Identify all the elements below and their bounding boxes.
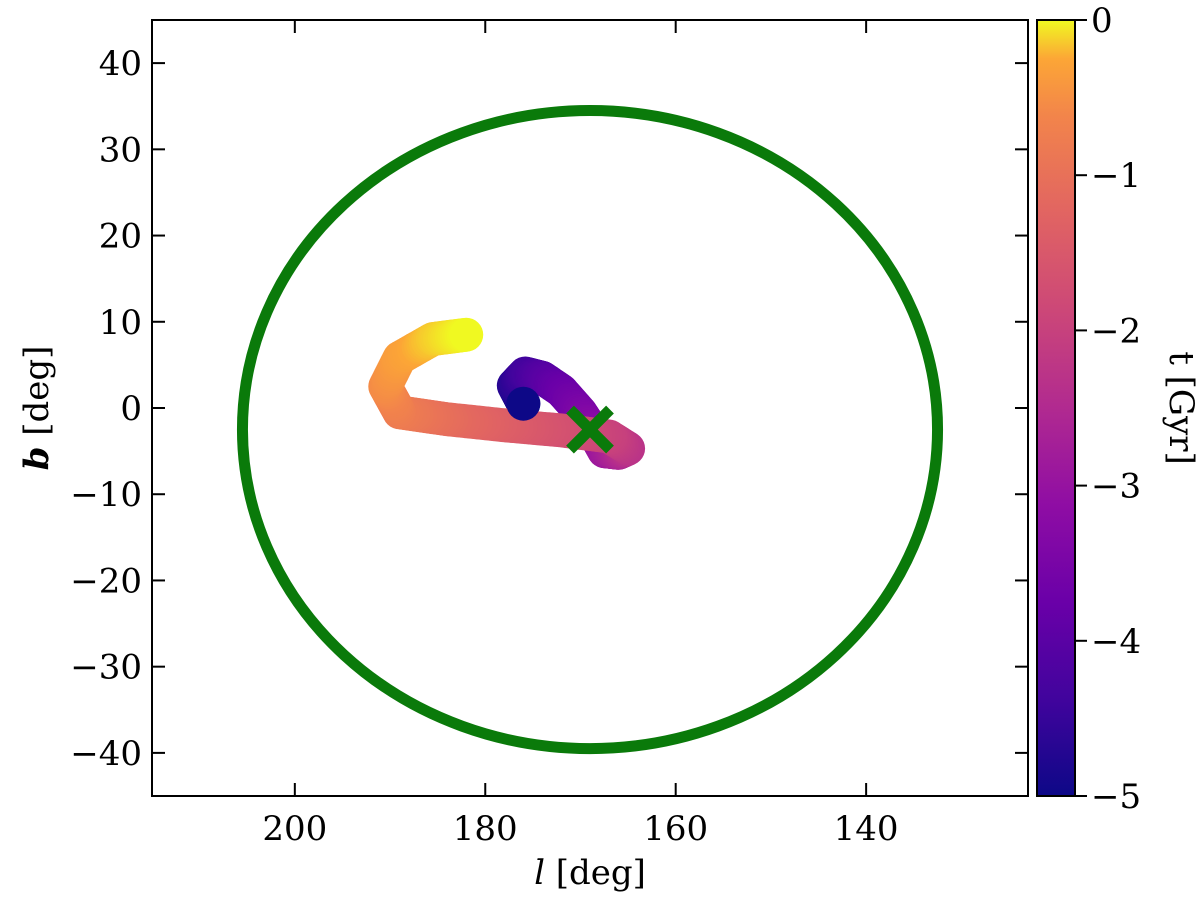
x-tick-label: 140 — [834, 809, 899, 849]
trajectory-start-point — [506, 386, 541, 421]
current-position-marker — [566, 405, 614, 454]
x-axis-label: l [deg] — [534, 853, 646, 893]
y-axis: 40 30 20 10 0 −10 −20 −30 −40 — [70, 44, 1028, 774]
y-tick-label: −30 — [70, 648, 142, 688]
y-tick-label: 20 — [99, 217, 142, 257]
footprint-ellipse — [236, 105, 944, 755]
y-axis-label: b [deg] — [17, 346, 57, 471]
plot-area — [236, 105, 944, 755]
x-tick-label: 160 — [643, 809, 708, 849]
x-tick-label: 200 — [262, 809, 327, 849]
colorbar-tick-label: 0 — [1091, 1, 1113, 41]
y-tick-label: 30 — [99, 130, 142, 170]
colorbar-tick-label: −2 — [1091, 311, 1141, 351]
y-tick-label: 0 — [120, 389, 142, 429]
colorbar — [1036, 19, 1076, 797]
y-tick-label: −40 — [70, 734, 142, 774]
colorbar-tick-label: −4 — [1091, 622, 1141, 662]
x-tick-label: 180 — [453, 809, 518, 849]
y-tick-label: −20 — [70, 561, 142, 601]
colorbar-label: t [Gyr] — [1161, 351, 1200, 465]
colorbar-axis: 0 −1 −2 −3 −4 −5 — [1075, 1, 1141, 817]
colorbar-tick-label: −1 — [1091, 156, 1141, 196]
y-tick-label: 10 — [99, 303, 142, 343]
colorbar-tick-label: −3 — [1091, 467, 1141, 507]
y-tick-label: 40 — [99, 44, 142, 84]
y-tick-label: −10 — [70, 475, 142, 515]
trajectory-point — [449, 317, 484, 352]
x-axis: 200 180 160 140 — [262, 20, 899, 849]
colorbar-tick-label: −5 — [1091, 777, 1141, 817]
